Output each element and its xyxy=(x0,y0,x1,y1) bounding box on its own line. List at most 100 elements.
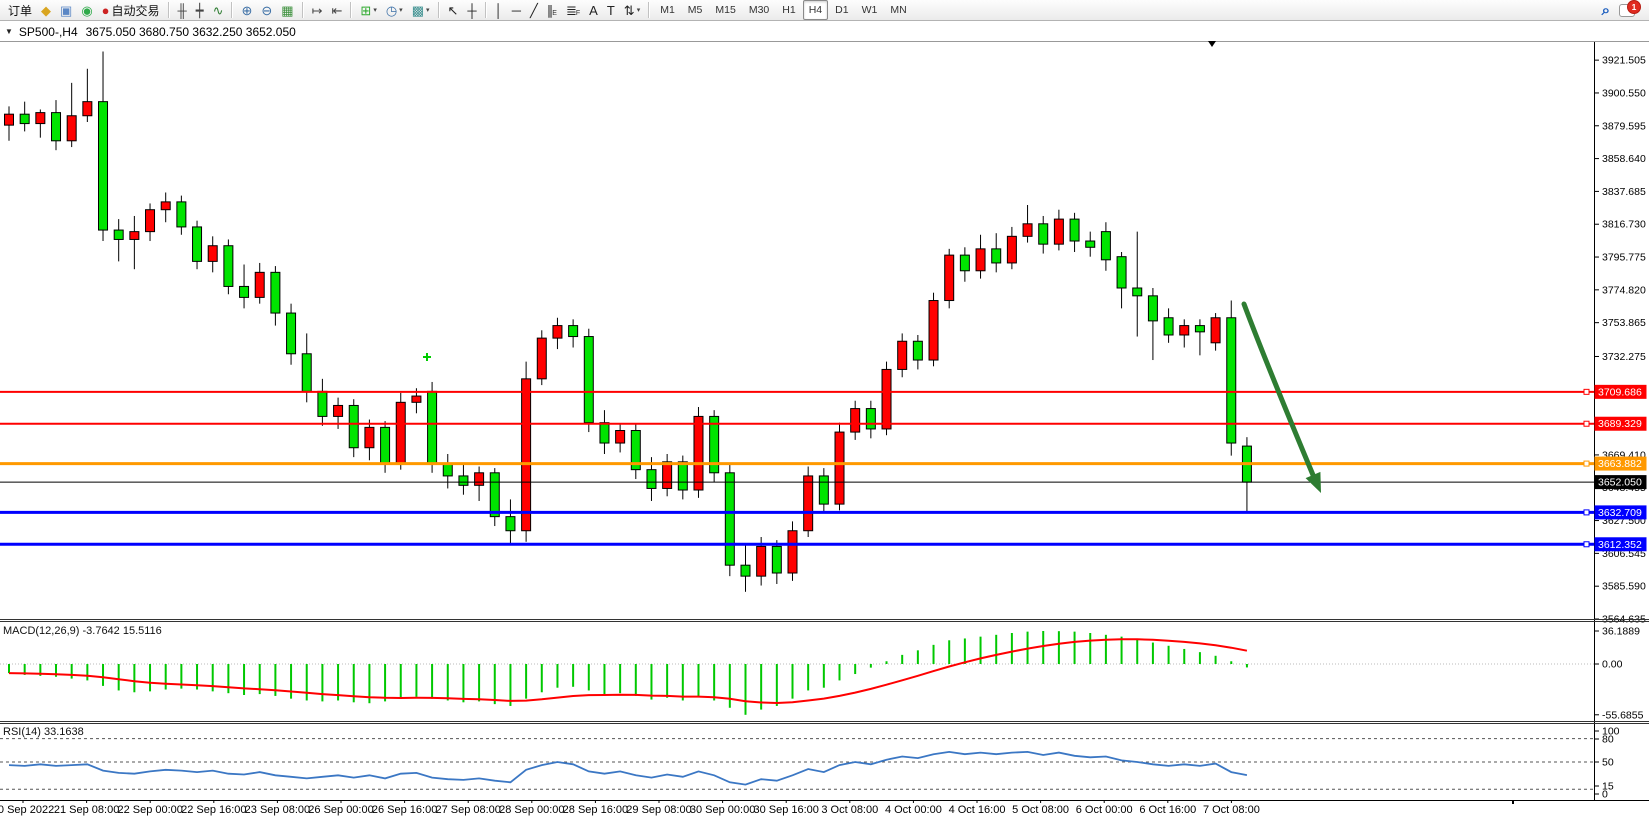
time-axis-label: 30 Sep 16:00 xyxy=(753,804,819,816)
svg-text:100: 100 xyxy=(1602,726,1620,738)
chevron-down-icon[interactable]: ▾ xyxy=(425,7,430,14)
fibo-icon: ≣ xyxy=(565,2,577,18)
chevron-down-icon[interactable]: ▾ xyxy=(636,7,641,14)
chat-icon: 1 xyxy=(1619,0,1641,17)
arrows-icon: ⇅ xyxy=(623,2,635,18)
text-button[interactable]: A xyxy=(585,0,602,20)
time-axis-label: 28 Sep 16:00 xyxy=(562,804,629,816)
svg-text:3879.595: 3879.595 xyxy=(1602,120,1646,132)
channel-icon: ∥ xyxy=(546,2,554,18)
time-axis-label: 26 Sep 00:00 xyxy=(308,804,374,816)
time-axis-label: 7 Oct 08:00 xyxy=(1202,804,1260,816)
chart-symbol-period: SP500-,H4 xyxy=(18,24,78,39)
svg-text:3858.640: 3858.640 xyxy=(1602,153,1646,165)
svg-text:3900.550: 3900.550 xyxy=(1602,87,1646,99)
chevron-down-icon[interactable]: ▾ xyxy=(373,7,377,14)
chart-top-border xyxy=(0,41,1649,42)
rsi-name: RSI(14) xyxy=(3,726,41,738)
toolbar-separator xyxy=(350,2,353,18)
svg-text:0.00: 0.00 xyxy=(1602,659,1623,671)
indicators-button[interactable]: ⊞ ▾ xyxy=(356,0,380,20)
new-order-button[interactable]: 订单 xyxy=(2,0,36,20)
svg-text:3689.329: 3689.329 xyxy=(1598,418,1642,430)
svg-text:3795.775: 3795.775 xyxy=(1602,252,1646,264)
channel-button[interactable]: ∥ E xyxy=(543,0,561,20)
timeframe-M30-button[interactable]: M30 xyxy=(748,4,770,16)
auto-scroll-button[interactable]: ↦ xyxy=(308,0,327,20)
search-button[interactable]: ⌕ xyxy=(1598,0,1614,20)
main-toolbar: 订单 ◆ ▣ ◉ ● 自动交易 ╫ ┿ ∿ ⊕ ⊖ ▦ ↦ ⇤ ⊞ ▾ ◷ ▾ ▩ ▾ ↖ ┼ │ ─ ╱ ∥ E ≣ F A T ⇅ ▾ M1 M… xyxy=(0,0,1649,21)
cursor-icon: ↖ xyxy=(447,2,459,18)
time-axis-label: 6 Oct 16:00 xyxy=(1139,804,1197,816)
zoom-out-button[interactable]: ⊖ xyxy=(257,0,276,20)
rsi-indicator-label: RSI(14) 33.1638 xyxy=(3,726,84,738)
timeframe-H1-button[interactable]: H1 xyxy=(782,4,796,16)
bars-chart-button[interactable]: ╫ xyxy=(174,0,191,20)
vline-icon: │ xyxy=(494,2,503,18)
time-axis-label: 3 Oct 08:00 xyxy=(821,804,879,816)
chartshift-icon: ⇤ xyxy=(331,2,343,18)
search-icon: ⌕ xyxy=(1601,1,1610,19)
svg-text:0: 0 xyxy=(1602,789,1608,801)
crosshair-button[interactable]: ┼ xyxy=(463,0,480,20)
toolbar-separator xyxy=(167,2,170,18)
vertical-line-button[interactable]: │ xyxy=(491,0,507,20)
auto-trading-button[interactable]: ● 自动交易 xyxy=(98,0,164,20)
timeframe-MN-button[interactable]: MN xyxy=(890,4,907,16)
toolbar-separator xyxy=(301,2,304,18)
candles-chart-button[interactable]: ┿ xyxy=(192,0,208,20)
time-axis-label: 5 Oct 08:00 xyxy=(1012,804,1070,816)
line-chart-button[interactable]: ∿ xyxy=(209,0,228,20)
zoom-in-button[interactable]: ⊕ xyxy=(237,0,256,20)
crosshair-icon: ┼ xyxy=(467,2,477,18)
timeframe-M5-button[interactable]: M5 xyxy=(687,4,703,16)
rsi-value: 33.1638 xyxy=(43,726,84,738)
timeframe-W1-button[interactable]: W1 xyxy=(861,4,878,16)
timeframe-M1-button[interactable]: M1 xyxy=(660,4,675,16)
gold-ingot-icon[interactable]: ◆ xyxy=(37,0,55,20)
svg-text:3632.709: 3632.709 xyxy=(1598,507,1642,519)
time-axis-label: 20 Sep 2022 xyxy=(0,804,55,816)
tiles-icon: ▦ xyxy=(281,2,294,18)
chart-shift-button[interactable]: ⇤ xyxy=(328,0,347,20)
svg-text:3709.686: 3709.686 xyxy=(1598,386,1642,398)
cursor-button[interactable]: ↖ xyxy=(444,0,463,20)
svg-text:15: 15 xyxy=(1602,781,1614,793)
signal-icon[interactable]: ◉ xyxy=(77,0,96,20)
svg-text:3612.352: 3612.352 xyxy=(1598,539,1642,551)
periods-button[interactable]: ◷ ▾ xyxy=(382,0,407,20)
label-button[interactable]: T xyxy=(603,0,619,20)
market-watch-icon[interactable]: ▣ xyxy=(56,0,76,20)
trendline-button[interactable]: ╱ xyxy=(526,0,542,20)
horizontal-line-button[interactable]: ─ xyxy=(508,0,525,20)
timeframe-M15-button[interactable]: M15 xyxy=(715,4,736,16)
toolbar-separator xyxy=(231,2,234,18)
svg-text:3652.050: 3652.050 xyxy=(1598,477,1642,489)
tile-windows-button[interactable]: ▦ xyxy=(277,0,297,20)
collapse-arrow-icon[interactable]: ▼ xyxy=(5,27,13,36)
time-axis-label: 22 Sep 16:00 xyxy=(181,804,247,816)
arrows-button[interactable]: ⇅ ▾ xyxy=(620,0,644,20)
timeframe-D1-button[interactable]: D1 xyxy=(835,4,849,16)
autotrade-icon: ● xyxy=(101,2,110,18)
zoomin-icon: ⊕ xyxy=(241,2,253,18)
svg-text:-55.6855: -55.6855 xyxy=(1602,709,1644,721)
macd-values: -3.7642 15.5116 xyxy=(82,625,162,637)
chevron-down-icon[interactable]: ▾ xyxy=(399,7,403,14)
chat-button[interactable]: 1 xyxy=(1615,0,1641,20)
timeframe-H4-button[interactable]: H4 xyxy=(802,0,829,20)
svg-text:3774.820: 3774.820 xyxy=(1602,284,1646,296)
svg-text:3732.275: 3732.275 xyxy=(1602,351,1646,363)
new-order-button-label: 订单 xyxy=(8,3,33,18)
terminal-icon: ▣ xyxy=(60,2,73,18)
time-axis-label: 27 Sep 08:00 xyxy=(435,804,501,816)
trendline-icon: ╱ xyxy=(529,2,538,18)
clock-icon: ◷ xyxy=(385,2,398,18)
time-axis-label: 30 Sep 00:00 xyxy=(689,804,756,816)
fibonacci-button[interactable]: ≣ F xyxy=(562,0,584,20)
templates-button[interactable]: ▩ ▾ xyxy=(408,0,434,20)
svg-text:3837.685: 3837.685 xyxy=(1602,186,1646,198)
toolbar-separator xyxy=(484,2,487,18)
labelT-icon: T xyxy=(606,2,615,18)
